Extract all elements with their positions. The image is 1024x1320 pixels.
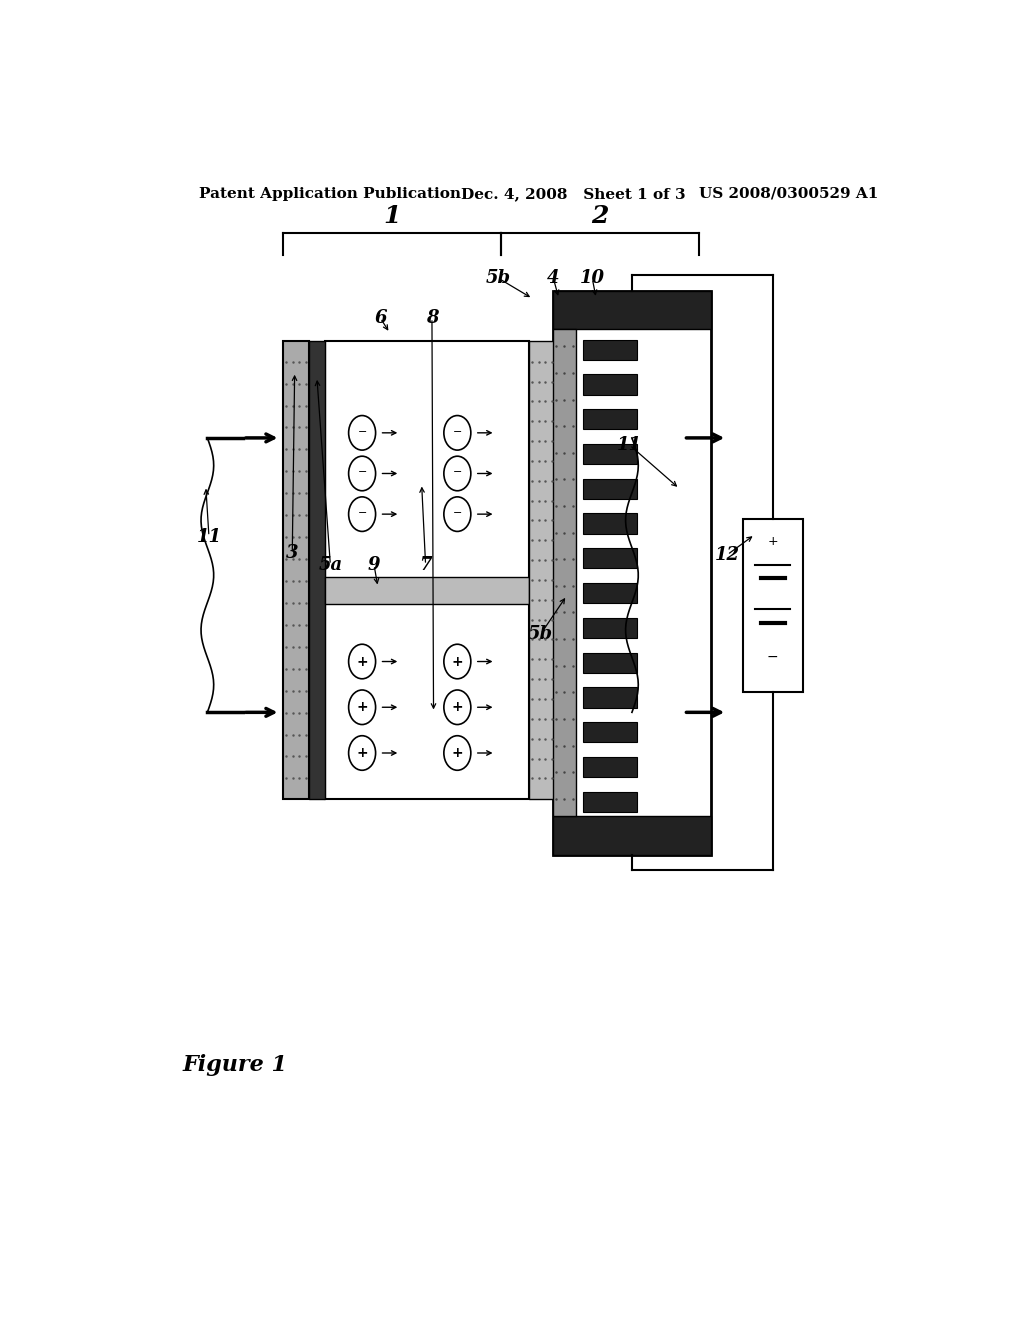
Text: 1: 1	[383, 205, 400, 228]
Bar	[583, 618, 637, 638]
Text: −: −	[453, 426, 462, 437]
Circle shape	[443, 690, 471, 725]
Text: US 2008/0300529 A1: US 2008/0300529 A1	[699, 187, 879, 201]
Bar	[553, 816, 712, 854]
Text: −: −	[357, 426, 367, 437]
Text: 11: 11	[197, 528, 221, 545]
Bar	[309, 342, 325, 799]
Text: 2: 2	[592, 205, 609, 228]
Text: 5a: 5a	[318, 556, 342, 574]
Bar	[583, 409, 637, 429]
Text: 6: 6	[374, 309, 387, 327]
Bar	[583, 792, 637, 812]
Bar	[583, 652, 637, 673]
Text: −: −	[357, 508, 367, 519]
Text: 9: 9	[368, 556, 380, 574]
Bar	[743, 519, 803, 692]
Bar	[553, 290, 712, 329]
Text: +: +	[356, 655, 368, 668]
Bar	[583, 339, 637, 360]
Text: +: +	[452, 700, 463, 714]
Bar	[583, 583, 637, 603]
Circle shape	[443, 735, 471, 771]
Text: +: +	[452, 655, 463, 668]
Circle shape	[443, 416, 471, 450]
Text: Patent Application Publication: Patent Application Publication	[200, 187, 462, 201]
Circle shape	[443, 496, 471, 532]
Text: 8: 8	[426, 309, 438, 327]
Bar	[583, 444, 637, 465]
Bar	[528, 342, 555, 799]
Bar	[325, 577, 528, 603]
Bar	[283, 342, 309, 799]
Bar	[325, 590, 528, 799]
Text: 10: 10	[580, 269, 605, 288]
Text: +: +	[767, 535, 778, 548]
Circle shape	[443, 457, 471, 491]
Bar	[583, 479, 637, 499]
Bar	[583, 375, 637, 395]
Text: −: −	[767, 649, 778, 664]
Text: 5b: 5b	[486, 269, 511, 288]
Bar	[583, 688, 637, 708]
Circle shape	[348, 690, 376, 725]
Circle shape	[348, 496, 376, 532]
Text: +: +	[356, 700, 368, 714]
Bar	[583, 722, 637, 742]
Text: 5b: 5b	[528, 626, 553, 643]
Bar	[583, 756, 637, 777]
Text: Dec. 4, 2008   Sheet 1 of 3: Dec. 4, 2008 Sheet 1 of 3	[461, 187, 686, 201]
Text: +: +	[356, 746, 368, 760]
Bar	[583, 513, 637, 533]
Text: +: +	[452, 746, 463, 760]
Bar	[553, 329, 577, 816]
Text: Figure 1: Figure 1	[182, 1055, 288, 1076]
Circle shape	[348, 457, 376, 491]
Circle shape	[348, 644, 376, 678]
Circle shape	[348, 735, 376, 771]
Circle shape	[443, 644, 471, 678]
Text: −: −	[357, 467, 367, 478]
Text: 7: 7	[420, 556, 432, 574]
Text: 4: 4	[547, 269, 560, 288]
Bar	[583, 548, 637, 569]
Bar	[325, 342, 528, 590]
Text: −: −	[453, 508, 462, 519]
Text: 12: 12	[715, 545, 739, 564]
Text: 11: 11	[617, 436, 642, 454]
Text: −: −	[453, 467, 462, 478]
Circle shape	[348, 416, 376, 450]
Text: 3: 3	[286, 544, 299, 562]
Bar	[553, 290, 712, 854]
